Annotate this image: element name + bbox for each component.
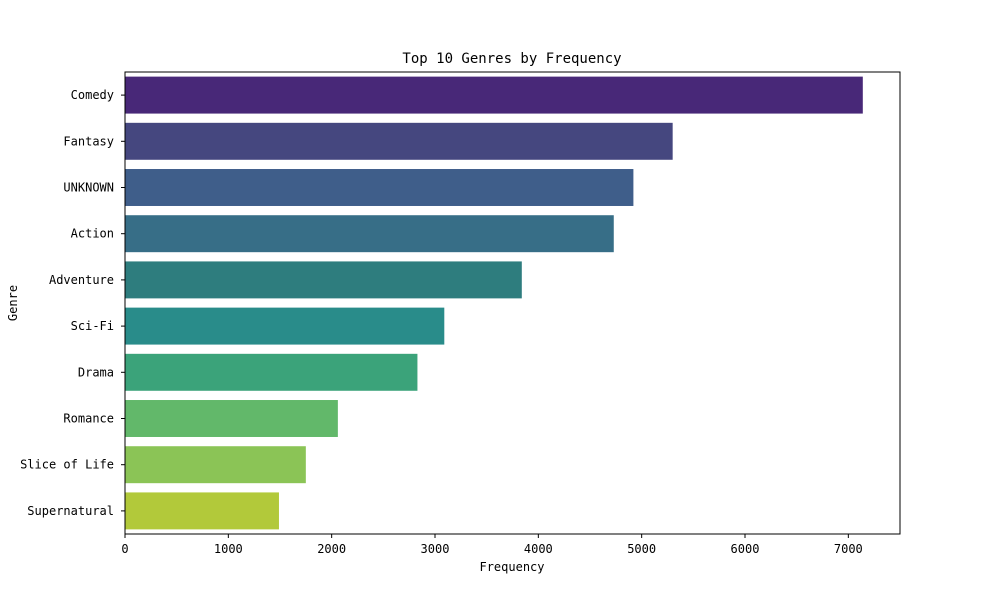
- y-tick-label: Sci-Fi: [71, 319, 114, 333]
- bar-fantasy: [125, 122, 673, 160]
- x-tick-label: 0: [121, 542, 128, 556]
- bar-supernatural: [125, 492, 279, 530]
- plot-frame: [124, 71, 901, 535]
- x-tick-label: 6000: [731, 542, 760, 556]
- bar-drama: [125, 353, 418, 391]
- y-tick-label: Action: [71, 227, 114, 241]
- x-tick-label: 7000: [834, 542, 863, 556]
- y-tick-label: Comedy: [71, 88, 114, 102]
- x-axis-label: Frequency: [479, 560, 544, 574]
- x-tick-label: 1000: [214, 542, 243, 556]
- chart-title: Top 10 Genres by Frequency: [402, 51, 621, 67]
- bar-slice-of-life: [125, 446, 306, 484]
- x-axis-ticks: 0 1000 2000 3000 4000 5000 6000 7000: [121, 534, 863, 556]
- bar-adventure: [125, 261, 522, 299]
- bar-unknown: [125, 169, 634, 206]
- bar-action: [125, 215, 614, 253]
- x-tick-label: 4000: [524, 542, 553, 556]
- x-tick-label: 3000: [421, 542, 450, 556]
- x-tick-label: 2000: [317, 542, 346, 556]
- y-tick-label: UNKNOWN: [63, 181, 114, 195]
- y-tick-label: Drama: [78, 365, 114, 379]
- bar-comedy: [125, 76, 863, 114]
- bar-sci-fi: [125, 307, 445, 345]
- y-tick-label: Adventure: [49, 273, 114, 287]
- y-tick-label: Slice of Life: [20, 458, 114, 472]
- x-tick-label: 5000: [627, 542, 656, 556]
- y-tick-label: Romance: [63, 412, 114, 426]
- y-axis-ticks: Comedy Fantasy UNKNOWN Action Adventure Sci-F…: [20, 88, 125, 518]
- y-tick-label: Supernatural: [27, 504, 114, 518]
- y-tick-label: Fantasy: [63, 134, 114, 148]
- bar-romance: [125, 400, 338, 437]
- y-axis-label: Genre: [6, 285, 20, 321]
- bars-layer: [125, 76, 863, 530]
